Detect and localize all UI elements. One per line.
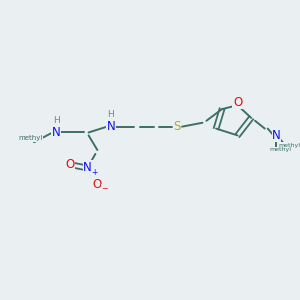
Text: S: S (173, 120, 181, 133)
Text: N: N (52, 126, 61, 139)
Text: methyl: methyl (18, 135, 42, 141)
Text: H: H (108, 110, 114, 119)
Text: −: − (101, 184, 107, 194)
Text: methyl: methyl (269, 148, 291, 152)
Text: +: + (91, 168, 98, 177)
Text: N: N (106, 120, 116, 133)
Text: H: H (53, 116, 60, 125)
Text: O: O (65, 158, 75, 171)
Text: N: N (83, 161, 92, 174)
Text: O: O (93, 178, 102, 190)
Text: O: O (233, 96, 242, 109)
Text: methyl: methyl (278, 142, 300, 148)
Text: N: N (272, 129, 281, 142)
